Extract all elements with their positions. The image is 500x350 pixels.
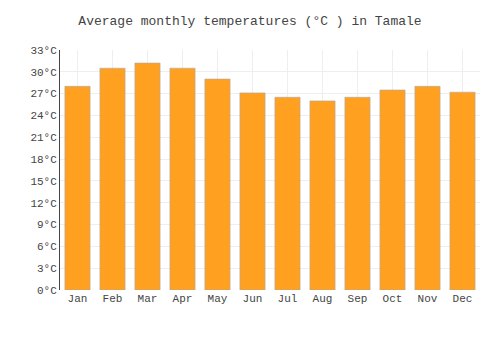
svg-text:Nov: Nov [418,293,438,305]
svg-text:Aug: Aug [313,293,333,305]
svg-text:Oct: Oct [383,293,403,305]
svg-text:Average monthly temperatures (: Average monthly temperatures (°C ) in Ta… [78,14,421,29]
svg-text:Feb: Feb [103,293,123,305]
svg-text:Sep: Sep [348,293,368,305]
svg-text:30°C: 30°C [30,67,57,79]
svg-text:33°C: 33°C [30,45,57,57]
svg-text:0°C: 0°C [37,285,57,297]
svg-text:May: May [208,293,228,305]
svg-text:Apr: Apr [173,293,193,305]
svg-text:Jul: Jul [278,293,298,305]
svg-text:3°C: 3°C [37,263,57,275]
svg-text:Dec: Dec [453,293,473,305]
svg-text:15°C: 15°C [30,176,57,188]
svg-text:27°C: 27°C [30,88,57,100]
svg-text:Jun: Jun [243,293,263,305]
svg-text:21°C: 21°C [30,132,57,144]
svg-text:24°C: 24°C [30,110,57,122]
svg-text:18°C: 18°C [30,154,57,166]
svg-text:9°C: 9°C [37,219,57,231]
svg-text:6°C: 6°C [37,241,57,253]
svg-text:Jan: Jan [68,293,88,305]
svg-text:Mar: Mar [138,293,158,305]
svg-text:12°C: 12°C [30,198,57,210]
